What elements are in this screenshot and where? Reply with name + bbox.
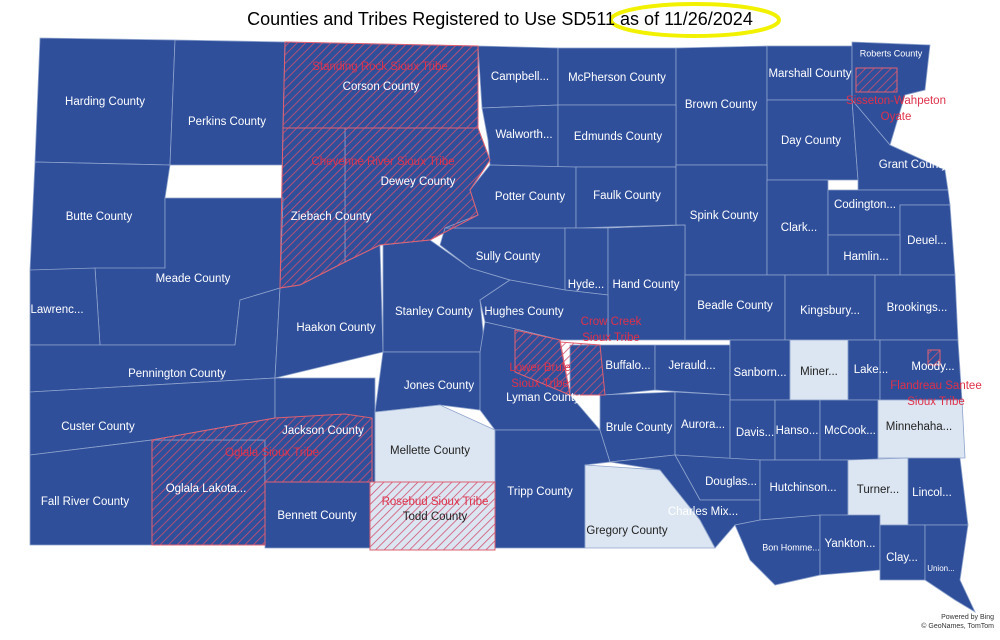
county-label: Dewey County <box>381 176 456 188</box>
county-label: Meade County <box>156 273 231 285</box>
county <box>374 351 486 413</box>
county-label: Harding County <box>65 96 145 108</box>
county-label: Grant County <box>879 159 948 171</box>
tribe-label: Lower Brule <box>509 362 570 374</box>
tribal-land <box>927 349 941 366</box>
county-label: Lincol... <box>912 487 952 499</box>
county-label: Hutchinson... <box>769 482 836 494</box>
county-label: Minnehaha... <box>886 421 953 433</box>
county-label: Corson County <box>343 81 420 93</box>
county-label: Perkins County <box>188 116 266 128</box>
county <box>29 439 153 546</box>
tribe-label: Rosebud Sioux Tribe <box>382 496 489 508</box>
county-label: Kingsbury... <box>800 305 860 317</box>
county-label: Lawrenc... <box>30 304 83 316</box>
tribe-label: Standing Rock Sioux Tribe <box>312 61 448 73</box>
county-label: Edmunds County <box>574 131 662 143</box>
county-label: Spink County <box>690 210 759 222</box>
tribe-label: Sioux Tribe <box>907 396 965 408</box>
county-label: McPherson County <box>568 72 666 84</box>
county-label: Yankton... <box>825 538 876 550</box>
county-label: Brown County <box>685 99 757 111</box>
county-label: Fall River County <box>41 496 129 508</box>
county-label: Brookings... <box>887 302 948 314</box>
county-label: Day County <box>781 135 841 147</box>
county-label: Jones County <box>404 380 475 392</box>
county-label: Brule County <box>606 422 673 434</box>
county <box>169 39 286 166</box>
county-label: Jerauld... <box>668 360 715 372</box>
county-label: Roberts County <box>860 48 923 58</box>
county-label: McCook... <box>824 425 876 437</box>
county-label: Oglala Lakota... <box>166 483 247 495</box>
county-label: Clark... <box>781 222 817 234</box>
county-label: Hughes County <box>484 306 564 318</box>
county-label: Custer County <box>61 421 135 433</box>
tribe-label: Cheyenne River Sioux Tribe <box>311 156 454 168</box>
county <box>877 399 966 459</box>
county-label: Mellette County <box>390 445 470 457</box>
county-label: Jackson County <box>282 425 364 437</box>
county-label: Butte County <box>66 211 133 223</box>
tribe-label: Sioux Tribe <box>511 378 569 390</box>
county-label: Marshall County <box>768 68 851 80</box>
county <box>374 404 496 483</box>
county-label: Hyde... <box>568 279 604 291</box>
county <box>924 524 976 614</box>
tribal-lands <box>151 41 941 551</box>
county-label: Hamlin... <box>843 251 888 263</box>
county-label: Charles Mix... <box>668 506 738 518</box>
attribution: Powered by Bing <box>941 614 994 621</box>
county-label: Union... <box>927 564 955 573</box>
county-label: Tripp County <box>507 486 573 498</box>
tribe-label: Crow Creek <box>581 316 642 328</box>
county-label: Miner... <box>800 366 838 378</box>
tribe-label: Sisseton-Wahpeton <box>846 95 946 107</box>
county-label: Davis... <box>736 427 774 439</box>
tribe-label: Sioux Tribe <box>582 332 640 344</box>
county-label: Hand County <box>612 279 679 291</box>
tribal-land <box>855 67 898 93</box>
county-label: Douglas... <box>705 476 757 488</box>
date-highlight <box>609 2 781 38</box>
attribution: © GeoNames, TomTom <box>921 622 994 630</box>
tribal-land <box>514 329 571 396</box>
county-label: Hanso... <box>776 425 819 437</box>
title-date: as of 11/26/2024 <box>620 9 753 29</box>
tribal-land <box>279 127 491 289</box>
county-label: Lyman County <box>506 392 580 404</box>
title: Counties and Tribes Registered to Use SD… <box>247 9 753 29</box>
county-label: Codington... <box>834 199 896 211</box>
county-label: Pennington County <box>128 368 226 380</box>
county-label: Bennett County <box>277 510 357 522</box>
county-label: Sanborn... <box>733 367 786 379</box>
title-text: Counties and Tribes Registered to Use SD… <box>247 9 615 29</box>
tribe-label: Oglala Sioux Tribe <box>225 447 319 459</box>
tribe-label: Oyate <box>881 111 912 123</box>
county-label: Clay... <box>886 552 918 564</box>
county-label: Stanley County <box>395 306 473 318</box>
county-label: Walworth... <box>495 129 552 141</box>
tribal-land <box>369 481 496 551</box>
county-label: Beadle County <box>697 300 773 312</box>
county-label: Todd County <box>403 511 468 523</box>
county-label: Faulk County <box>593 190 661 202</box>
county-label: Aurora... <box>681 419 725 431</box>
labels: Harding County Perkins County Corson Count… <box>30 48 994 629</box>
county-label: Buffalo... <box>605 360 650 372</box>
county-label: Potter County <box>495 191 566 203</box>
tribe-label: Flandreau Santee <box>890 380 981 392</box>
county-label: Gregory County <box>586 525 667 537</box>
county-label: Sully County <box>476 251 541 263</box>
county-label: Moody... <box>911 361 954 373</box>
county-label: Deuel... <box>907 235 947 247</box>
county-label: Ziebach County <box>291 211 372 223</box>
county-label: Campbell... <box>491 71 549 83</box>
county-label: Lake... <box>854 364 889 376</box>
county-label: Haakon County <box>296 322 376 334</box>
county-label: Turner... <box>857 484 899 496</box>
county-label: Bon Homme... <box>762 542 820 552</box>
